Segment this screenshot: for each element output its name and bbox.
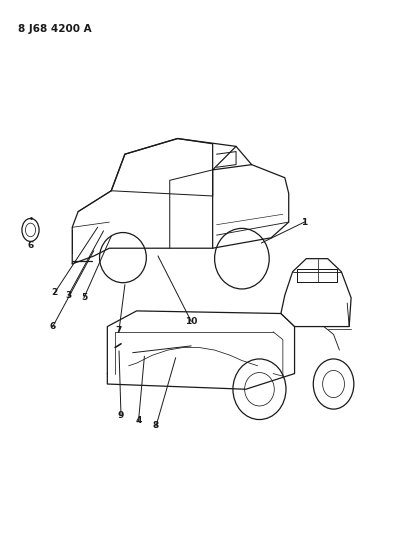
Text: 1: 1: [301, 217, 307, 227]
Text: 6: 6: [50, 322, 56, 331]
Text: 8 J68 4200 A: 8 J68 4200 A: [18, 23, 91, 34]
Text: 7: 7: [116, 326, 122, 335]
Text: 8: 8: [153, 421, 159, 430]
Text: 3: 3: [65, 290, 72, 300]
Text: 4: 4: [135, 416, 142, 425]
Text: 9: 9: [118, 411, 124, 420]
Text: 10: 10: [185, 317, 197, 326]
Text: 5: 5: [81, 293, 87, 302]
Text: 6: 6: [27, 241, 33, 250]
Text: 2: 2: [52, 288, 58, 297]
